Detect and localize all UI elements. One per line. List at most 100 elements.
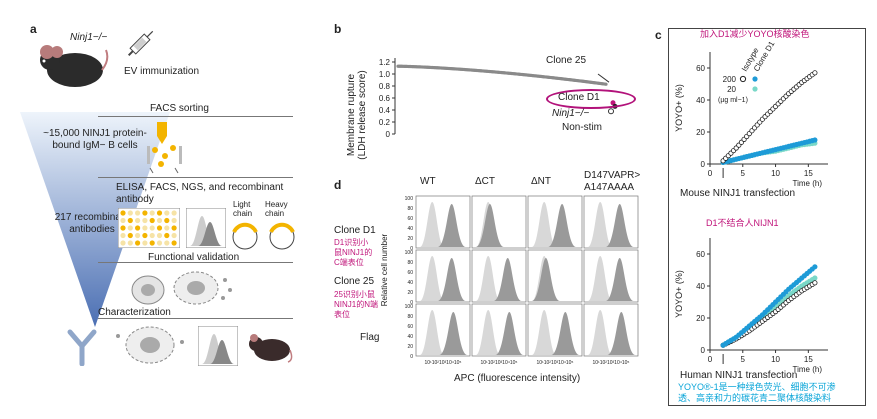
y-tick-label: 0 <box>701 160 706 169</box>
step-functional: Functional validation <box>148 252 240 263</box>
y-tick-label: 1.0 <box>379 70 391 79</box>
sample-peak <box>495 312 524 355</box>
y-axis-label: YOYO+ (%) <box>674 84 684 132</box>
flow-histogram-grid: 02040608010002040608010002040608010010¹1… <box>405 195 639 366</box>
y-tick-label: 0 <box>410 354 413 360</box>
elisa-well <box>135 225 141 231</box>
elisa-well <box>135 217 141 224</box>
data-point <box>812 137 818 143</box>
elisa-well <box>135 232 141 239</box>
light-chain-label: Light chain <box>233 200 253 218</box>
control-peak <box>532 202 557 247</box>
control-peak <box>588 256 613 301</box>
elisa-well <box>142 217 148 224</box>
elisa-well <box>127 240 133 246</box>
syringe-icon <box>127 30 154 57</box>
elisa-well <box>171 225 177 231</box>
funnel-count-mid: 217 recombinant antibodies <box>54 212 130 235</box>
legend-isotype-marker <box>739 75 747 83</box>
x-tick-label: 10¹10²10³10⁴10⁵ <box>424 360 461 366</box>
elisa-well <box>127 225 133 231</box>
y-tick-label: 60 <box>407 270 413 276</box>
col-dct: ΔCT <box>475 176 496 187</box>
elisa-well <box>142 232 148 239</box>
legend-conc-20: 20 <box>727 85 736 94</box>
ninj-label: Ninj1−/− <box>552 108 590 119</box>
y-tick-label: 60 <box>407 324 413 330</box>
elisa-well <box>149 225 155 231</box>
elisa-well <box>127 217 133 224</box>
col-mutant-line2: A147AAAA <box>584 182 635 193</box>
data-point <box>812 280 818 286</box>
elisa-well <box>149 240 155 246</box>
divider <box>98 318 293 319</box>
step-characterization: Characterization <box>98 307 171 318</box>
x-tick-label: 5 <box>741 355 746 364</box>
x-tick-label: 5 <box>741 169 746 178</box>
control-peak <box>588 202 613 247</box>
mouse-icon <box>249 334 293 363</box>
elisa-well <box>142 225 148 231</box>
cell-icon <box>131 271 232 305</box>
panel-a: a Ninj1−/− EV immunization ~15,000 NINJ1… <box>0 0 300 419</box>
footnote: YOYO®-1是一种绿色荧光、细胞不可渗 透、高亲和力的碳花青二聚体核酸染料 <box>678 382 836 404</box>
divider <box>98 262 293 263</box>
data-point <box>812 70 818 76</box>
x-tick-label: 0 <box>708 169 713 178</box>
sample-peak <box>439 312 468 355</box>
control-peak <box>476 310 501 355</box>
note-25: 25识别小鼠 NINJ1的N端 表位 <box>334 290 378 320</box>
col-mutant: D147VAPR> A147AAAA <box>584 170 640 194</box>
elisa-well <box>164 210 170 216</box>
panel-d: d WT ΔCT ΔNT D147VAPR> A147AAAA Clone D1… <box>320 170 660 419</box>
y-axis-label-2: (LDH release score) <box>357 70 368 160</box>
sample-peak <box>437 258 466 301</box>
col-mutant-line1: D147VAPR> <box>584 170 641 181</box>
footnote-1: YOYO®-1是一种绿色荧光、细胞不可渗 <box>678 382 836 392</box>
immunization-label: EV immunization <box>124 66 200 77</box>
y-tick-label: 100 <box>405 250 414 256</box>
y-tick-label: 60 <box>407 216 413 222</box>
x-axis-label: Time (h) <box>793 179 823 188</box>
y-tick-label: 100 <box>405 196 414 202</box>
sample-peak <box>493 258 522 301</box>
elisa-well <box>142 240 148 246</box>
x-tick-label: 15 <box>804 355 813 364</box>
sample-peak <box>607 312 636 355</box>
data-point <box>812 264 818 270</box>
mouse-transfection-label: Mouse NINJ1 transfection <box>680 188 796 199</box>
control-peak <box>420 310 445 355</box>
y-tick-label: 40 <box>407 334 413 340</box>
control-peak <box>476 256 501 301</box>
mouse-genotype: Ninj1−/− <box>70 32 108 43</box>
y-tick-label: 80 <box>407 260 413 266</box>
divider <box>98 177 293 178</box>
row-clone-d1: Clone D1 <box>334 225 376 236</box>
human-transfection-label: Human NINJ1 transfection <box>680 370 798 381</box>
sample-peak <box>548 204 577 247</box>
elisa-well <box>149 210 155 216</box>
note-d1-1: D1识别小 <box>334 238 369 247</box>
elisa-well <box>142 210 148 216</box>
elisa-well <box>149 217 155 224</box>
y-axis-label: Membrane rupture <box>346 73 357 157</box>
x-tick-label: 0 <box>708 355 713 364</box>
nonstim-point <box>608 108 614 115</box>
y-tick-label: 20 <box>696 314 705 323</box>
y-tick-label: 0 <box>386 130 391 139</box>
note-25-2: NINJ1的N端 <box>334 300 379 309</box>
elisa-well <box>135 240 141 246</box>
control-peak <box>420 202 445 247</box>
cloneD1-label: Clone D1 <box>558 92 600 103</box>
y-tick-label: 20 <box>407 290 413 296</box>
note-d1-3: C端表位 <box>334 258 364 267</box>
control-peak <box>588 310 613 355</box>
sample-peak <box>531 258 560 301</box>
row-clone-25: Clone 25 <box>334 276 375 287</box>
elisa-well <box>171 217 177 224</box>
control-peak <box>532 310 557 355</box>
elisa-well <box>120 240 126 246</box>
y-tick-label: 100 <box>405 304 414 310</box>
y-tick-label: 0.2 <box>379 118 391 127</box>
